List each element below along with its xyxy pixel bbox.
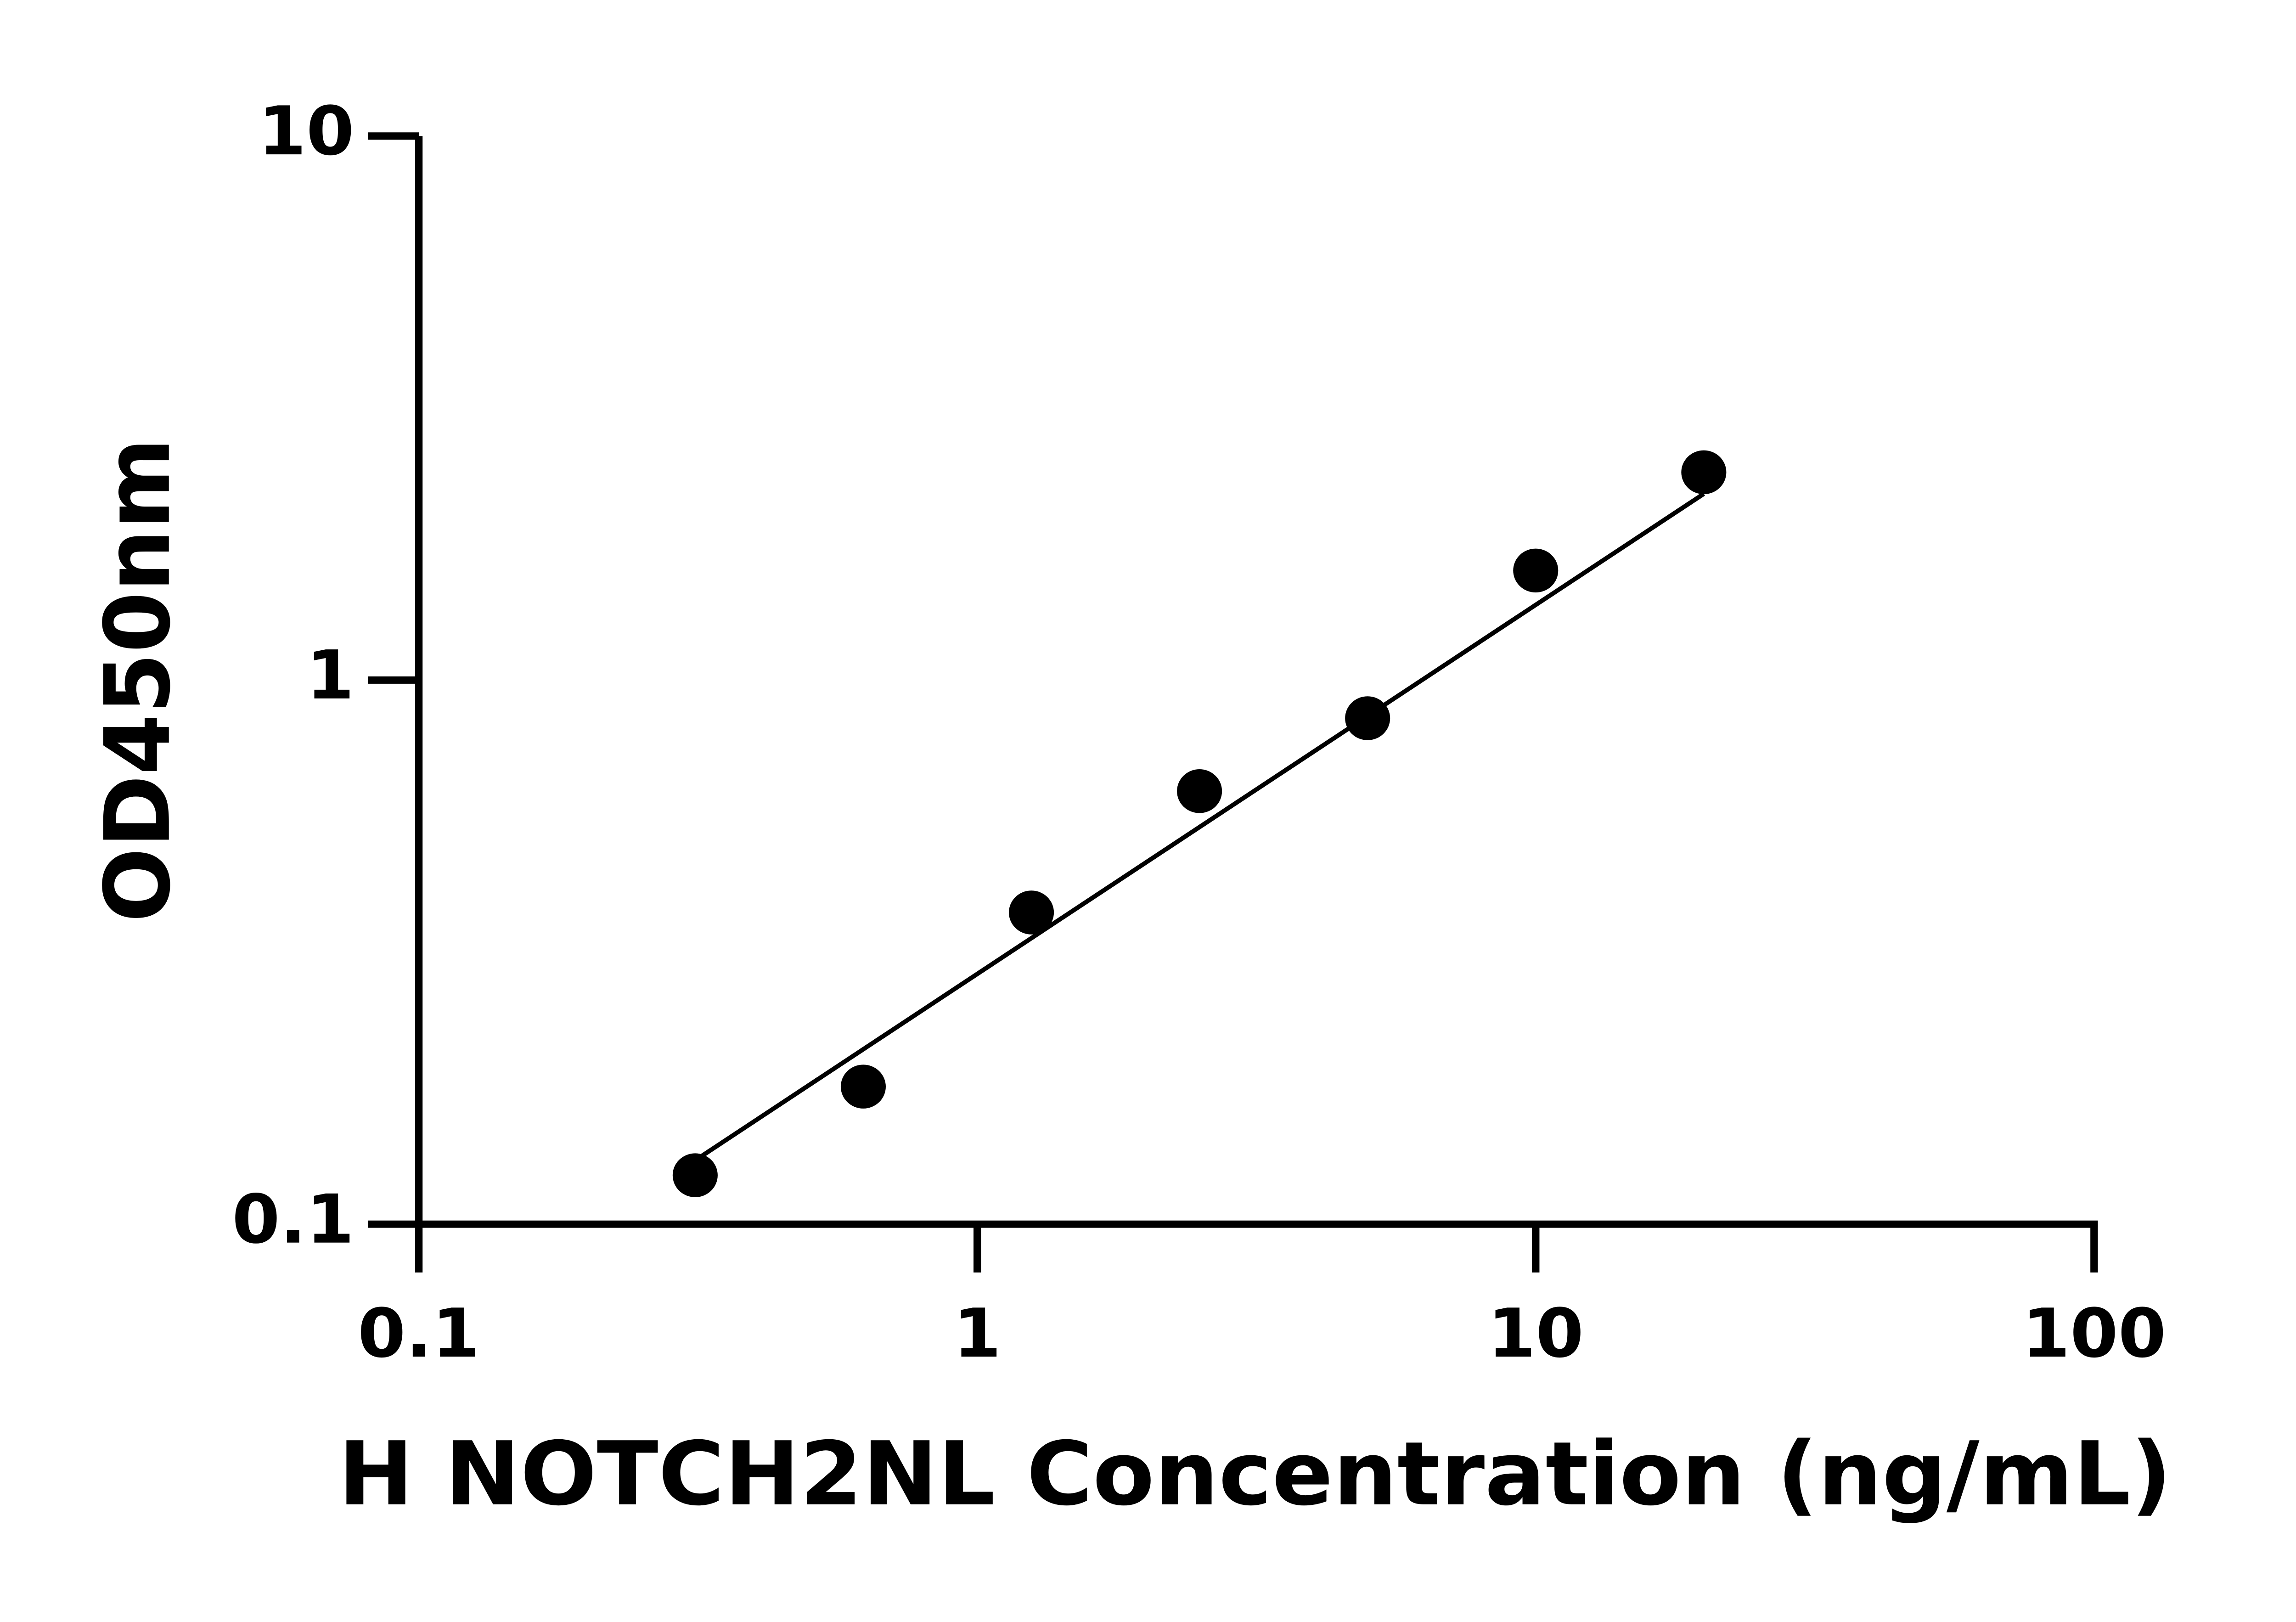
y-tick-label: 10 [258, 92, 354, 171]
y-tick-label: 0.1 [232, 1181, 354, 1259]
data-point [840, 1064, 886, 1109]
y-tick-label: 1 [306, 636, 355, 715]
x-tick-label: 100 [2022, 1295, 2166, 1373]
data-point [1345, 696, 1390, 740]
data-point [1513, 548, 1559, 593]
data-point [1177, 769, 1222, 813]
data-point [672, 1153, 718, 1197]
fit-line [694, 492, 1705, 1162]
data-point [1008, 890, 1054, 935]
x-tick-label: 1 [953, 1295, 1002, 1373]
data-point [1681, 450, 1727, 495]
x-tick-label: 0.1 [358, 1295, 480, 1373]
x-tick-label: 10 [1488, 1295, 1584, 1373]
x-axis-title: H NOTCH2NL Concentration (ng/mL) [338, 1423, 2172, 1525]
y-axis-title: OD450nm [85, 438, 190, 922]
